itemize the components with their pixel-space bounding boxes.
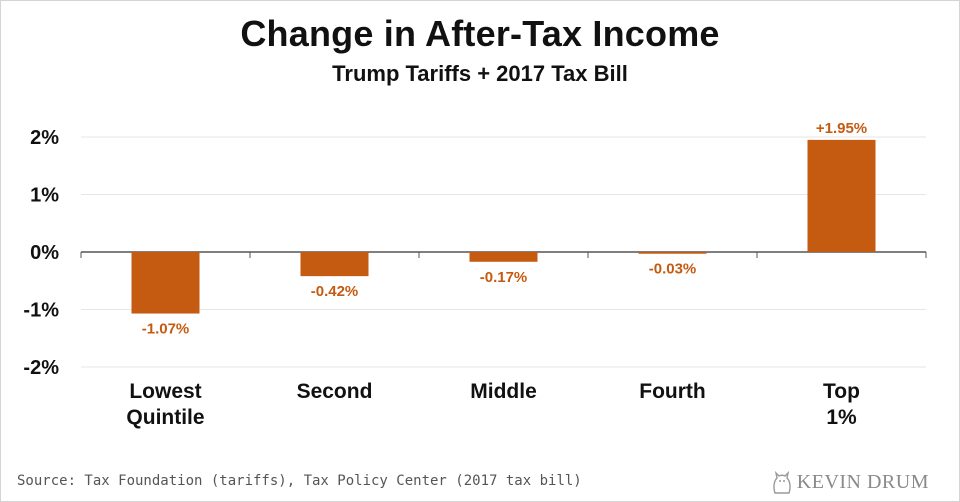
data-label: +1.95% xyxy=(816,120,867,137)
data-label: -0.17% xyxy=(480,269,528,286)
data-label: -0.03% xyxy=(649,261,697,278)
cat-icon xyxy=(773,470,791,494)
data-labels: -1.07% -0.42% -0.17% -0.03% +1.95% xyxy=(142,120,867,338)
y-axis-ticks: 2% 1% 0% -1% -2% xyxy=(23,127,59,379)
chart-title: Change in After-Tax Income xyxy=(240,13,720,54)
x-category-label: Lowest xyxy=(129,380,201,403)
data-label: -1.07% xyxy=(142,321,190,338)
x-category-label: Quintile xyxy=(126,406,204,429)
bar xyxy=(638,252,707,254)
x-category-label: Middle xyxy=(470,380,537,403)
bar xyxy=(131,252,200,314)
bars xyxy=(131,139,876,314)
y-tick-label: 1% xyxy=(30,185,59,207)
bar xyxy=(300,252,369,277)
y-tick-label: 2% xyxy=(30,127,59,149)
y-tick-label: 0% xyxy=(30,242,59,264)
brand-name: KEVIN DRUM xyxy=(796,470,929,493)
y-tick-label: -2% xyxy=(23,357,59,379)
bar xyxy=(469,252,538,262)
x-category-label: Fourth xyxy=(639,380,705,403)
x-axis-categories: Lowest Quintile Second Middle Fourth Top 1% xyxy=(126,380,860,429)
bar xyxy=(807,139,876,252)
x-category-label: 1% xyxy=(826,406,857,429)
bar-chart: 2% 1% 0% -1% -2% -1.07% -0.42% -0.17% -0.03% +1.… xyxy=(23,120,927,429)
y-tick-label: -1% xyxy=(23,300,59,322)
x-category-label: Top xyxy=(823,380,860,403)
chart-subtitle: Trump Tariffs + 2017 Tax Bill xyxy=(332,61,628,86)
source-note: Source: Tax Foundation (tariffs), Tax Po… xyxy=(17,473,582,489)
data-label: -0.42% xyxy=(311,283,359,300)
x-category-label: Second xyxy=(297,380,373,403)
brand-logo: KEVIN DRUM xyxy=(771,469,929,495)
